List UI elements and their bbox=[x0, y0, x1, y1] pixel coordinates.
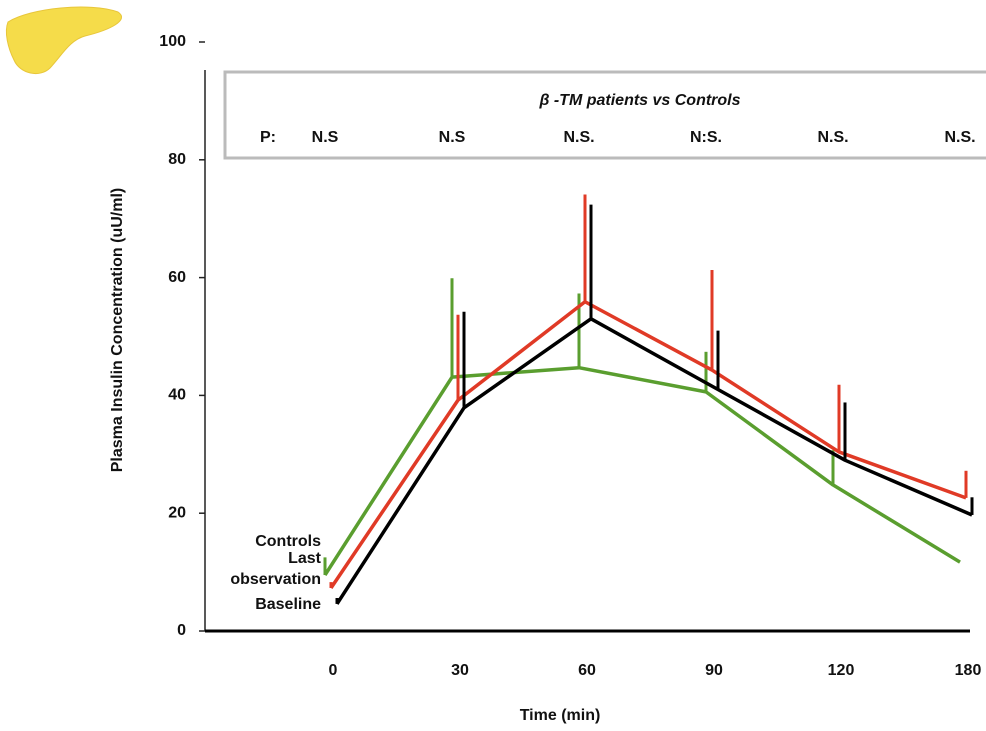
x-tick-label: 0 bbox=[329, 662, 338, 679]
x-tick-label: 60 bbox=[578, 662, 596, 679]
p-value: N.S. bbox=[944, 129, 975, 146]
x-tick-label: 90 bbox=[705, 662, 723, 679]
x-tick-label: 30 bbox=[451, 662, 469, 679]
x-tick-label: 120 bbox=[828, 662, 855, 679]
x-axis-title: Time (min) bbox=[520, 707, 601, 724]
y-tick-label: 40 bbox=[168, 387, 186, 404]
annotation-title: β -TM patients vs Controls bbox=[538, 92, 740, 109]
y-tick-label: 0 bbox=[177, 622, 186, 639]
pancreas-icon bbox=[5, 6, 122, 75]
p-value: N:S. bbox=[690, 129, 722, 146]
y-tick-label: 100 bbox=[159, 33, 186, 50]
p-value: N.S bbox=[439, 129, 466, 146]
legend-label: Controls bbox=[255, 533, 321, 551]
y-tick-label: 60 bbox=[168, 269, 186, 286]
legend-label: Baseline bbox=[255, 595, 321, 613]
y-tick-label: 20 bbox=[168, 504, 186, 521]
p-value: N.S. bbox=[817, 129, 848, 146]
p-value: N.S. bbox=[563, 129, 594, 146]
legend-label: Last observation bbox=[230, 550, 321, 588]
series-line bbox=[335, 317, 973, 605]
y-tick-label: 80 bbox=[168, 151, 186, 168]
series-line bbox=[323, 365, 961, 576]
series-line bbox=[329, 299, 967, 589]
p-value: N.S bbox=[312, 129, 339, 146]
p-label: P: bbox=[260, 129, 276, 146]
x-tick-label: 180 bbox=[955, 662, 982, 679]
annotation-box bbox=[223, 70, 986, 160]
y-axis-title: Plasma Insulin Concentration (uU/ml) bbox=[109, 188, 126, 472]
